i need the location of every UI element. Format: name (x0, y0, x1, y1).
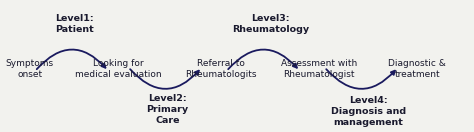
FancyArrowPatch shape (228, 50, 297, 69)
FancyArrowPatch shape (326, 69, 395, 89)
Text: Level3:
Rheumatology: Level3: Rheumatology (232, 14, 309, 34)
Text: Referral to
Rheumatologits: Referral to Rheumatologits (185, 59, 257, 79)
FancyArrowPatch shape (37, 50, 105, 69)
Text: Level4:
Diagnosis and
management: Level4: Diagnosis and management (331, 96, 406, 127)
Text: Looking for
medical evaluation: Looking for medical evaluation (75, 59, 162, 79)
Text: Symptoms
onset: Symptoms onset (6, 59, 54, 79)
Text: Level1:
Patient: Level1: Patient (55, 14, 93, 34)
Text: Diagnostic &
treatment: Diagnostic & treatment (388, 59, 446, 79)
FancyArrowPatch shape (130, 69, 199, 89)
Text: Level2:
Primary
Care: Level2: Primary Care (146, 94, 189, 125)
Text: Assessment with
Rheumatologist: Assessment with Rheumatologist (281, 59, 357, 79)
